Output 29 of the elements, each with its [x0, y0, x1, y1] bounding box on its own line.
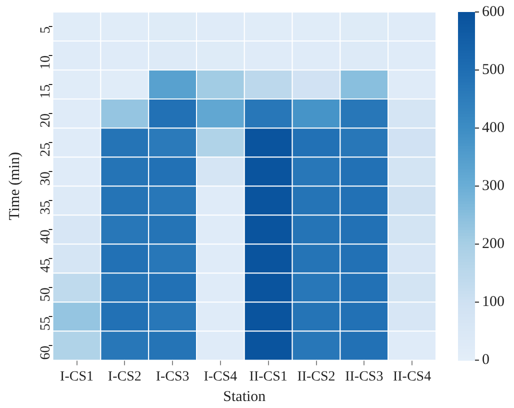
y-tick-label: 35 [38, 200, 54, 215]
color-bar-label: 600 [482, 4, 504, 20]
y-tick-label: 5 [38, 26, 54, 34]
y-tick-label: 20 [38, 114, 54, 128]
color-bar-label: 400 [482, 120, 504, 136]
x-tick-label: II-CS2 [297, 369, 336, 384]
y-axis-title: Time (min) [6, 152, 23, 220]
x-tick-label: I-CS3 [156, 369, 190, 384]
y-tick-label: 15 [38, 84, 54, 99]
color-bar-label: 0 [482, 352, 490, 368]
x-tick-label: II-CS4 [392, 369, 432, 384]
color-bar-label: 300 [482, 178, 504, 194]
x-tick-label: I-CS2 [108, 369, 142, 384]
x-axis-title: Station [223, 388, 266, 405]
x-tick-label: II-CS1 [249, 369, 288, 384]
x-tick-label: I-CS1 [60, 369, 94, 384]
x-tick-label: II-CS3 [345, 369, 384, 384]
y-tick-label: 45 [38, 258, 54, 273]
y-tick-label: 50 [38, 288, 54, 302]
color-bar-label: 200 [482, 236, 504, 252]
y-tick-label: 40 [38, 230, 54, 244]
x-tick-label: I-CS4 [204, 369, 238, 384]
y-tick-label: 60 [38, 346, 54, 360]
y-tick-label: 25 [38, 142, 54, 157]
color-bar-label: 500 [482, 62, 504, 78]
color-bar-label: 100 [482, 294, 504, 310]
y-tick-label: 10 [38, 56, 54, 70]
y-tick-label: 30 [38, 172, 54, 186]
y-tick-label: 55 [38, 316, 54, 331]
